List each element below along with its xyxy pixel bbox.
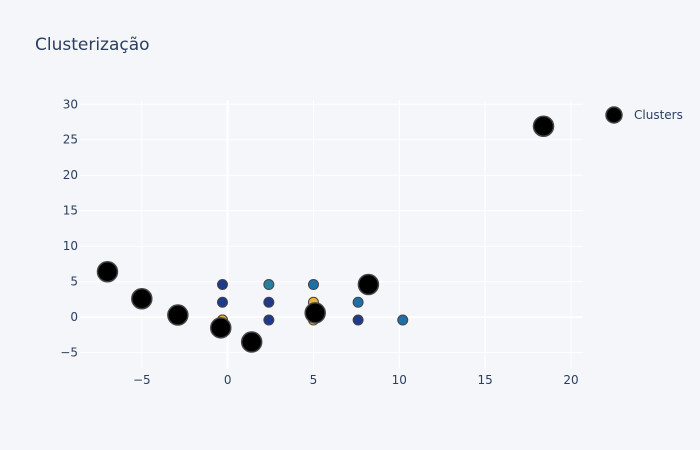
cluster-center-point[interactable]: [357, 273, 380, 296]
data-point[interactable]: [352, 314, 364, 326]
x-tick-label: 20: [563, 373, 578, 387]
x-tick-label: 0: [224, 373, 232, 387]
cluster-center-point[interactable]: [304, 302, 326, 324]
y-tick-label: −5: [60, 346, 78, 360]
data-point[interactable]: [263, 279, 275, 291]
data-point[interactable]: [263, 296, 275, 308]
legend-label-clusters[interactable]: Clusters: [634, 108, 683, 122]
y-tick-label: 25: [63, 133, 78, 147]
y-tick-label: 10: [63, 239, 78, 253]
grid-lines: [80, 100, 583, 369]
y-tick-label: 15: [63, 204, 78, 218]
chart-title: Clusterização: [35, 35, 150, 55]
data-point[interactable]: [307, 279, 319, 291]
cluster-center-point[interactable]: [131, 287, 153, 310]
axis-ticks: −5 0 5 10 15 20 −5 0 5 10 15 20 25 30: [60, 97, 578, 387]
cluster-center-point[interactable]: [210, 317, 232, 339]
x-tick-label: 15: [478, 373, 493, 387]
y-tick-label: 0: [70, 310, 78, 324]
y-tick-label: 5: [70, 275, 78, 289]
legend[interactable]: Clusters: [605, 106, 683, 124]
cluster-centers: [96, 115, 555, 353]
y-tick-label: 20: [63, 168, 78, 182]
y-tick-label: 30: [63, 97, 78, 111]
x-tick-label: 10: [392, 373, 407, 387]
data-point[interactable]: [216, 279, 228, 291]
cluster-center-point[interactable]: [240, 331, 263, 353]
cluster-center-point[interactable]: [532, 115, 555, 138]
legend-marker-clusters[interactable]: [605, 106, 623, 124]
data-point[interactable]: [263, 314, 275, 326]
cluster-center-point[interactable]: [167, 304, 189, 326]
x-tick-label: 5: [310, 373, 318, 387]
cluster-center-point[interactable]: [96, 261, 119, 283]
data-point[interactable]: [352, 296, 364, 308]
x-tick-label: −5: [133, 373, 151, 387]
data-point[interactable]: [216, 296, 228, 308]
data-point[interactable]: [397, 314, 409, 326]
